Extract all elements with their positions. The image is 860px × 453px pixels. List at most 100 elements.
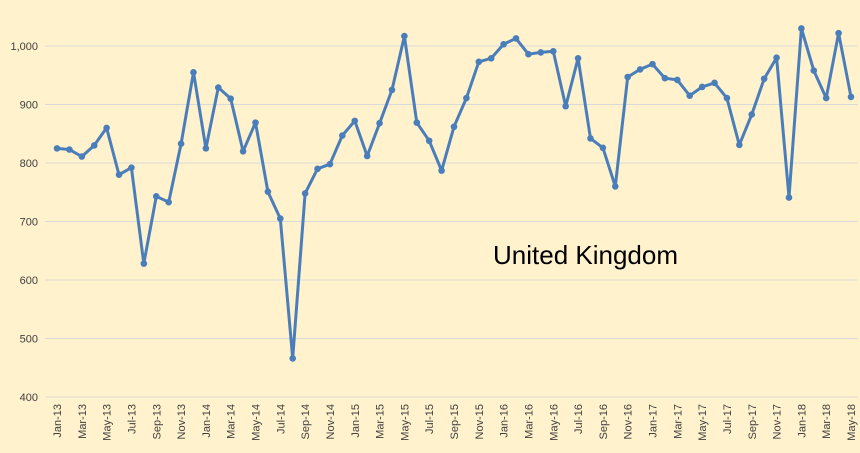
data-point — [388, 86, 396, 94]
y-axis-ticks: 400 500 600 700 800 900 1,000 — [10, 41, 38, 404]
x-tick-label: Sep-14 — [300, 404, 312, 439]
data-point — [128, 164, 135, 171]
x-tick-label: Jan-17 — [648, 404, 660, 438]
x-tick-label: Jan-16 — [499, 404, 511, 438]
x-tick-label: Jul-15 — [424, 404, 436, 434]
data-point — [698, 83, 706, 91]
y-tick-label: 800 — [20, 158, 38, 170]
y-tick-label: 900 — [20, 100, 38, 112]
data-point — [363, 152, 371, 160]
data-point — [562, 102, 569, 110]
data-point — [512, 35, 520, 42]
data-point — [611, 183, 619, 190]
x-tick-label: Jan-14 — [201, 404, 213, 438]
data-point — [822, 94, 830, 102]
data-point — [736, 141, 743, 149]
data-point — [177, 140, 185, 147]
x-tick-label: Mar-17 — [672, 404, 684, 439]
x-tick-label: Mar-16 — [523, 404, 535, 439]
x-tick-label: Jan-15 — [350, 404, 362, 438]
data-point — [537, 49, 545, 56]
x-tick-label: May-18 — [846, 404, 858, 441]
data-point — [487, 54, 495, 62]
x-tick-label: Nov-17 — [772, 404, 784, 439]
data-point — [773, 54, 780, 61]
data-point — [140, 260, 148, 267]
data-point — [649, 60, 656, 68]
x-tick-label: Nov-15 — [474, 404, 486, 439]
x-tick-label: Nov-14 — [325, 404, 337, 439]
data-point — [115, 171, 123, 178]
x-tick-label: Sep-13 — [151, 404, 163, 439]
data-point — [326, 160, 334, 168]
y-tick-label: 600 — [20, 275, 38, 287]
x-tick-label: Jan-13 — [52, 404, 64, 438]
x-tick-label: May-17 — [697, 404, 709, 441]
x-tick-label: May-14 — [251, 404, 263, 441]
data-point — [227, 95, 234, 102]
x-tick-label: Nov-13 — [176, 404, 188, 439]
data-point — [748, 111, 756, 118]
x-tick-label: Jul-13 — [126, 404, 138, 434]
data-point — [450, 123, 458, 131]
y-tick-label: 700 — [20, 217, 38, 229]
y-tick-label: 1,000 — [10, 41, 38, 53]
x-tick-label: Mar-15 — [375, 404, 387, 439]
data-point — [78, 153, 86, 160]
y-tick-label: 400 — [20, 392, 38, 404]
data-point — [339, 132, 346, 139]
data-point — [587, 135, 594, 142]
data-point — [264, 188, 272, 195]
data-point — [847, 93, 855, 101]
data-point — [376, 119, 383, 127]
data-point — [351, 117, 359, 125]
x-tick-label: Sep-16 — [598, 404, 610, 439]
y-tick-label: 500 — [20, 334, 38, 346]
data-point — [574, 54, 582, 62]
x-tick-label: Sep-17 — [747, 404, 759, 439]
data-point — [413, 119, 421, 126]
data-point — [165, 198, 172, 206]
data-point — [760, 75, 768, 83]
gridlines — [45, 45, 858, 398]
data-point — [301, 190, 309, 197]
x-tick-label: May-16 — [548, 404, 560, 441]
data-point — [401, 32, 408, 40]
x-tick-label: Mar-13 — [77, 404, 89, 439]
x-tick-label: Nov-16 — [623, 404, 635, 439]
data-point — [152, 193, 160, 200]
x-tick-label: Mar-18 — [821, 404, 833, 439]
x-tick-label: Sep-15 — [449, 404, 461, 439]
x-tick-label: Mar-14 — [226, 404, 238, 439]
data-point — [549, 47, 557, 55]
x-tick-label: Jul-17 — [722, 404, 734, 434]
data-point — [289, 355, 297, 362]
data-point — [723, 94, 731, 102]
data-point — [277, 215, 284, 222]
x-tick-label: Jul-14 — [275, 404, 287, 434]
data-point — [425, 137, 433, 145]
data-point — [90, 142, 98, 149]
data-point — [53, 145, 61, 152]
x-tick-label: Jan-18 — [796, 404, 808, 438]
x-tick-label: May-13 — [102, 404, 114, 441]
data-point — [674, 76, 681, 84]
data-point — [599, 144, 607, 152]
data-point — [624, 73, 631, 81]
data-point — [686, 92, 694, 100]
series-united-kingdom — [53, 25, 855, 362]
data-point — [810, 67, 818, 74]
data-point — [202, 145, 210, 152]
data-point — [463, 94, 470, 102]
data-point — [214, 84, 222, 91]
x-axis-ticks: Jan-13 Mar-13 May-13 Jul-13 Sep-13 Nov-13 Jan-… — [52, 404, 858, 441]
data-point — [475, 58, 483, 66]
chart-annotation: United Kingdom — [493, 240, 678, 270]
x-tick-label: May-15 — [399, 404, 411, 441]
data-point — [438, 167, 445, 174]
data-point — [835, 29, 842, 37]
data-point — [190, 69, 197, 76]
data-point — [103, 124, 110, 132]
data-point — [711, 79, 718, 87]
